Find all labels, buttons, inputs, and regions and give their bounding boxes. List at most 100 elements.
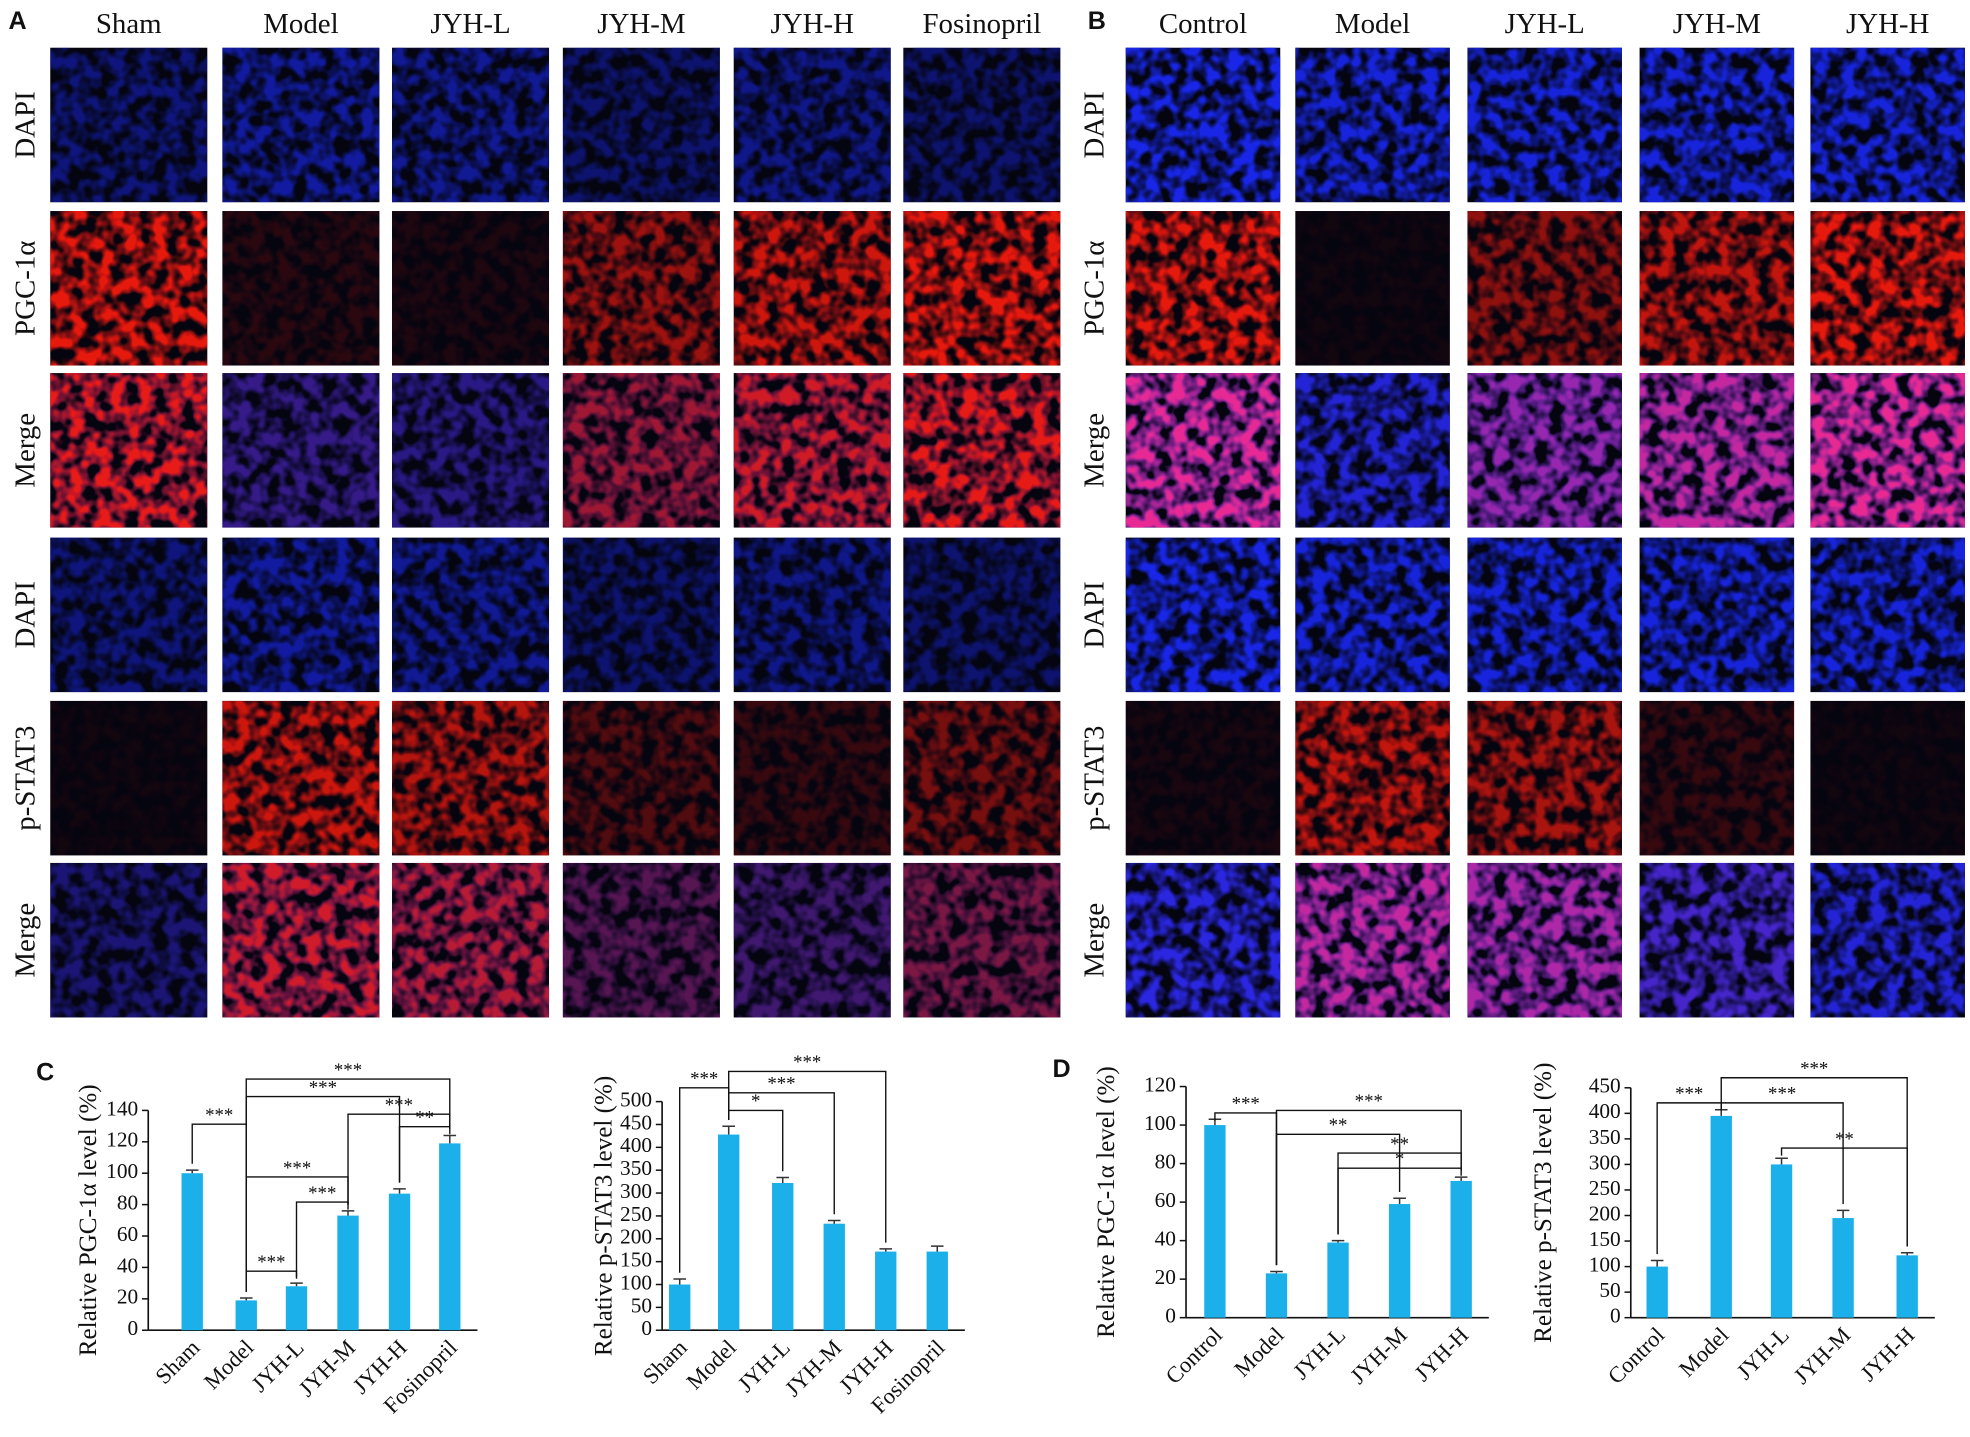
red-signal xyxy=(50,700,208,856)
significance-label: *** xyxy=(1768,1084,1796,1105)
red-signal xyxy=(1810,700,1965,856)
significance-label: ** xyxy=(415,1108,434,1129)
significance-label: *** xyxy=(767,1074,795,1095)
x-tick-label: JYH-M xyxy=(1345,1322,1412,1389)
red-signal xyxy=(1125,373,1281,528)
y-tick-label: 60 xyxy=(117,1222,138,1246)
dapi-signal xyxy=(733,537,891,693)
row-label: PGC-1α xyxy=(1078,241,1110,336)
x-tick-label: Control xyxy=(1161,1322,1228,1389)
y-tick-label: 450 xyxy=(1589,1074,1621,1098)
error-bar xyxy=(185,1169,199,1174)
y-tick-label: 500 xyxy=(620,1088,652,1112)
red-signal xyxy=(50,211,208,366)
column-label: JYH-M xyxy=(597,8,685,40)
y-tick-label: 350 xyxy=(1589,1125,1621,1149)
red-signal xyxy=(1639,700,1795,856)
error-bar xyxy=(827,1219,841,1224)
error-bar xyxy=(341,1210,355,1216)
panel-letter: C xyxy=(36,1059,54,1087)
y-tick-label: 40 xyxy=(117,1253,138,1277)
y-tick-label: 300 xyxy=(620,1179,652,1203)
dapi-signal xyxy=(1125,537,1281,693)
significance-label: *** xyxy=(1800,1059,1828,1080)
column-label: Model xyxy=(263,8,338,40)
significance-label: *** xyxy=(308,1183,336,1204)
y-axis-label: Relative PGC-1α level (%) xyxy=(75,1084,102,1356)
x-tick-label: JYH-H xyxy=(1856,1322,1920,1386)
dapi-signal xyxy=(50,537,208,693)
y-tick-label: 150 xyxy=(620,1248,652,1272)
y-tick-label: 120 xyxy=(1144,1072,1176,1096)
dapi-signal xyxy=(1639,47,1795,203)
significance-label: * xyxy=(1395,1149,1404,1170)
error-bar xyxy=(722,1125,735,1135)
dapi-signal xyxy=(50,47,208,203)
y-tick-label: 150 xyxy=(1589,1227,1621,1251)
error-bar xyxy=(1331,1239,1345,1243)
y-tick-label: 200 xyxy=(620,1225,652,1249)
y-tick-label: 250 xyxy=(620,1202,652,1226)
significance-label: *** xyxy=(1355,1091,1383,1112)
significance-label: ** xyxy=(1329,1115,1348,1136)
panel-letter: D xyxy=(1053,1055,1071,1083)
y-tick-label: 400 xyxy=(1589,1099,1621,1123)
dapi-signal xyxy=(903,537,1061,693)
error-bar xyxy=(1836,1209,1850,1219)
panel-letter: B xyxy=(1088,7,1106,35)
red-signal xyxy=(1639,862,1795,1018)
y-tick-label: 100 xyxy=(106,1159,138,1183)
red-signal xyxy=(1467,862,1622,1018)
x-tick-label: Model xyxy=(1674,1322,1733,1381)
y-tick-label: 20 xyxy=(1155,1265,1176,1289)
bar xyxy=(439,1143,461,1331)
dapi-signal xyxy=(562,47,720,203)
bar xyxy=(1265,1273,1288,1318)
significance-label: * xyxy=(751,1091,760,1112)
red-signal xyxy=(1467,700,1622,856)
error-bar xyxy=(443,1134,457,1144)
red-signal xyxy=(50,373,208,528)
y-axis-label: Relative p-STAT3 level (%) xyxy=(1530,1063,1557,1343)
red-signal xyxy=(1295,700,1450,856)
red-signal xyxy=(562,373,720,528)
error-bar xyxy=(1650,1259,1664,1267)
significance-label: *** xyxy=(283,1158,311,1179)
significance-label: *** xyxy=(334,1060,362,1081)
red-signal xyxy=(903,373,1061,528)
significance-bracket xyxy=(295,1201,349,1277)
error-bar xyxy=(930,1245,944,1252)
red-signal xyxy=(1125,862,1281,1018)
row-label: DAPI xyxy=(1078,91,1110,158)
error-bar xyxy=(393,1188,406,1194)
y-tick-label: 250 xyxy=(1589,1176,1621,1200)
bar xyxy=(1770,1164,1793,1318)
x-tick-label: Model xyxy=(682,1335,741,1394)
dapi-signal xyxy=(391,537,550,693)
dapi-signal xyxy=(1295,47,1450,203)
significance-bracket xyxy=(1337,1167,1462,1235)
bar xyxy=(772,1183,794,1331)
red-signal xyxy=(562,700,720,856)
significance-label: *** xyxy=(690,1069,718,1090)
significance-bracket xyxy=(679,1087,730,1273)
significance-bracket xyxy=(1780,1147,1908,1247)
column-label: JYH-L xyxy=(430,8,510,40)
dapi-signal xyxy=(1639,537,1795,693)
significance-bracket xyxy=(245,1270,298,1292)
y-tick-label: 350 xyxy=(620,1156,652,1180)
red-signal xyxy=(222,862,380,1018)
bar xyxy=(181,1173,203,1331)
red-signal xyxy=(733,373,891,528)
bar xyxy=(926,1251,948,1331)
column-label: JYH-M xyxy=(1673,8,1761,40)
y-tick-label: 200 xyxy=(1589,1201,1621,1225)
red-signal xyxy=(733,700,891,856)
column-label: Control xyxy=(1159,8,1247,40)
significance-bracket xyxy=(347,1113,451,1205)
bar xyxy=(1896,1255,1918,1318)
row-label: p-STAT3 xyxy=(1078,726,1110,831)
y-tick-label: 400 xyxy=(620,1133,652,1157)
row-label: DAPI xyxy=(9,91,41,158)
column-label: Fosinopril xyxy=(922,8,1041,40)
